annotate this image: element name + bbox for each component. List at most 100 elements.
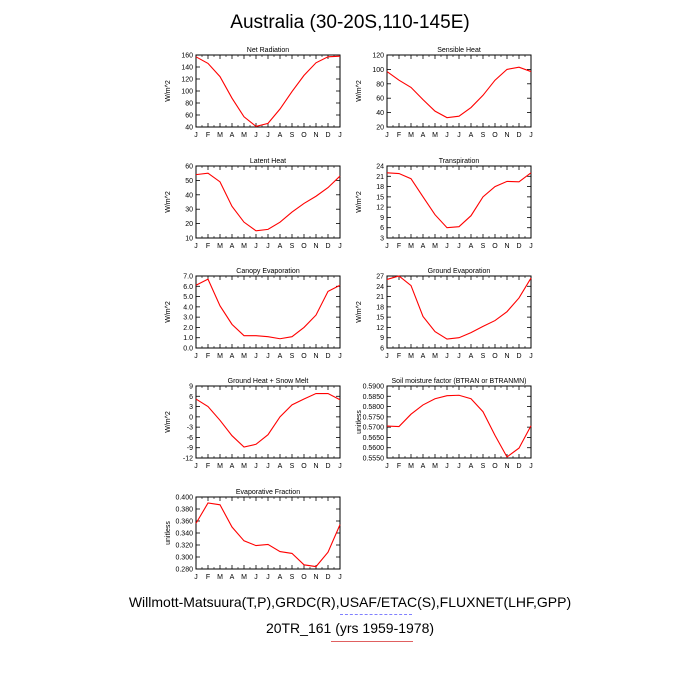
- y-tick-label: 140: [181, 65, 193, 72]
- y-tick-label: 9: [189, 384, 193, 391]
- x-tick-label: S: [481, 353, 486, 360]
- x-tick-label: J: [254, 132, 258, 139]
- x-tick-label: F: [206, 463, 210, 470]
- y-tick-label: -3: [187, 425, 193, 432]
- x-tick-label: J: [194, 463, 198, 470]
- x-tick-label: N: [504, 353, 509, 360]
- x-tick-label: D: [325, 353, 330, 360]
- x-tick-label: J: [266, 574, 270, 581]
- footer-underline-1: [340, 614, 412, 615]
- y-tick-label: 6: [189, 394, 193, 401]
- x-tick-label: F: [206, 132, 210, 139]
- x-tick-label: J: [254, 463, 258, 470]
- x-tick-label: M: [241, 353, 247, 360]
- x-tick-label: D: [325, 463, 330, 470]
- y-tick-label: -6: [187, 435, 193, 442]
- x-tick-label: O: [301, 353, 307, 360]
- x-tick-label: A: [230, 353, 235, 360]
- x-tick-label: N: [313, 353, 318, 360]
- x-tick-label: A: [469, 353, 474, 360]
- y-tick-label: 21: [376, 174, 384, 181]
- x-tick-label: J: [266, 353, 270, 360]
- x-tick-label: J: [529, 353, 533, 360]
- y-tick-label: 12: [376, 205, 384, 212]
- x-tick-label: O: [492, 132, 498, 139]
- y-tick-label: -12: [183, 456, 193, 463]
- x-tick-label: S: [290, 132, 295, 139]
- x-tick-label: J: [445, 132, 449, 139]
- series-line: [195, 392, 341, 448]
- x-tick-label: D: [325, 132, 330, 139]
- footer-datasets: Willmott-Matsuura(T,P),GRDC(R),USAF/ETAC…: [128, 594, 572, 610]
- x-tick-label: M: [217, 574, 223, 581]
- y-tick-label: 40: [185, 192, 193, 199]
- x-tick-label: M: [408, 132, 414, 139]
- y-tick-label: 0.5850: [363, 394, 385, 401]
- x-tick-label: O: [301, 243, 307, 250]
- x-tick-label: A: [230, 132, 235, 139]
- x-tick-label: J: [457, 353, 461, 360]
- series-line: [386, 66, 532, 119]
- y-tick-label: 0: [189, 414, 193, 421]
- x-tick-label: N: [504, 243, 509, 250]
- panel-frame: [195, 165, 341, 239]
- y-tick-label: 100: [181, 89, 193, 96]
- y-tick-label: 0.5600: [363, 445, 385, 452]
- panel-title: Canopy Evaporation: [236, 268, 300, 275]
- x-tick-label: A: [469, 243, 474, 250]
- x-tick-label: N: [313, 574, 318, 581]
- x-tick-label: M: [408, 463, 414, 470]
- x-tick-label: A: [230, 574, 235, 581]
- y-axis-label: W/m^2: [165, 80, 172, 102]
- y-tick-label: 4.0: [183, 304, 193, 311]
- x-tick-label: O: [301, 574, 307, 581]
- panel-title: Ground Evaporation: [428, 268, 491, 275]
- x-tick-label: F: [206, 243, 210, 250]
- series-line: [195, 55, 341, 127]
- x-tick-label: F: [206, 574, 210, 581]
- x-tick-label: J: [445, 243, 449, 250]
- y-tick-label: 2.0: [183, 325, 193, 332]
- x-tick-label: A: [230, 463, 235, 470]
- x-tick-label: J: [194, 574, 198, 581]
- series-line: [386, 394, 532, 458]
- series-line: [195, 502, 341, 568]
- x-tick-label: J: [385, 243, 389, 250]
- y-tick-label: 0.300: [175, 555, 193, 562]
- y-tick-label: 40: [185, 125, 193, 132]
- x-tick-label: S: [481, 463, 486, 470]
- x-tick-label: J: [254, 243, 258, 250]
- x-tick-label: A: [278, 574, 283, 581]
- y-tick-label: 0.5700: [363, 425, 385, 432]
- y-tick-label: 0.5650: [363, 435, 385, 442]
- series-line: [386, 172, 532, 229]
- y-tick-label: 3: [380, 236, 384, 243]
- y-tick-label: 27: [376, 274, 384, 281]
- y-tick-label: 30: [185, 207, 193, 214]
- y-tick-label: 6.0: [183, 284, 193, 291]
- x-tick-label: N: [504, 463, 509, 470]
- y-tick-label: 0.340: [175, 531, 193, 538]
- x-tick-label: N: [313, 243, 318, 250]
- y-tick-label: 80: [376, 81, 384, 88]
- y-tick-label: 0.0: [183, 346, 193, 353]
- y-tick-label: 0.280: [175, 567, 193, 574]
- x-tick-label: J: [338, 243, 342, 250]
- y-tick-label: 50: [185, 178, 193, 185]
- x-tick-label: M: [241, 243, 247, 250]
- x-tick-label: N: [313, 132, 318, 139]
- x-tick-label: D: [325, 243, 330, 250]
- footer-run-info: 20TR_161 (yrs 1959-1978): [265, 620, 435, 636]
- panel-title: Soil moisture factor (BTRAN or BTRANMN): [392, 378, 527, 385]
- y-tick-label: 160: [181, 53, 193, 60]
- x-tick-label: D: [516, 243, 521, 250]
- y-tick-label: 120: [181, 77, 193, 84]
- y-tick-label: 24: [376, 164, 384, 171]
- x-tick-label: A: [469, 132, 474, 139]
- y-tick-label: 15: [376, 194, 384, 201]
- y-tick-label: 15: [376, 315, 384, 322]
- x-tick-label: J: [338, 353, 342, 360]
- y-tick-label: 3.0: [183, 315, 193, 322]
- x-tick-label: J: [385, 132, 389, 139]
